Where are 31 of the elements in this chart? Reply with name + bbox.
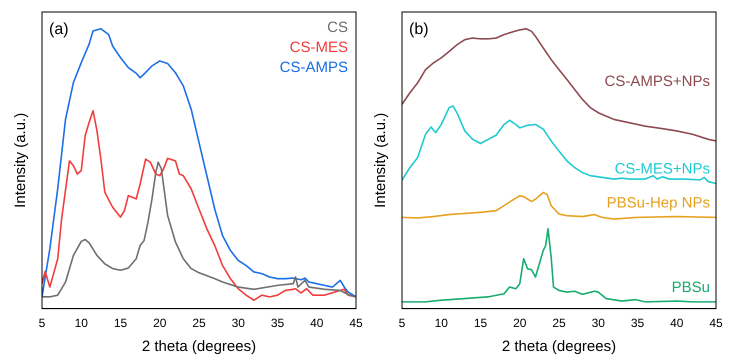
series-label: PBSu [672, 278, 710, 296]
x-tick-label: 5 [398, 316, 406, 330]
series-label: PBSu-Hep NPs [606, 194, 710, 212]
x-tick-label: 20 [513, 316, 527, 330]
x-tick-label: 15 [114, 316, 128, 330]
x-axis-title: 2 theta (degrees) [142, 338, 256, 356]
x-tick-label: 40 [670, 316, 684, 330]
x-tick-label: 40 [310, 316, 324, 330]
x-tick-label: 45 [709, 316, 723, 330]
x-tick-label: 10 [74, 316, 88, 330]
x-tick-label: 5 [38, 316, 46, 330]
x-tick-label: 25 [552, 316, 566, 330]
text: CS-MES [290, 39, 348, 56]
text: CS [327, 19, 348, 36]
y-axis-title: Intensity (a.u.) [12, 112, 30, 208]
x-tick-label: 20 [153, 316, 167, 330]
x-tick-label: 10 [434, 316, 448, 330]
x-tick-label: 35 [630, 316, 644, 330]
x-tick-label: 35 [270, 316, 284, 330]
y-axis-title: Intensity (a.u.) [372, 112, 390, 208]
x-tick-label: 15 [474, 316, 488, 330]
x-tick-label: 30 [232, 316, 246, 330]
series-label: CS-MES+NPs [614, 160, 710, 178]
x-axis-title: 2 theta (degrees) [502, 338, 616, 356]
series-label: CS-AMPS+NPs [604, 72, 710, 90]
text: CS-AMPS [280, 59, 348, 76]
x-tick-label: 30 [592, 316, 606, 330]
chart-title: (a) [49, 21, 69, 38]
chart-title: (b) [409, 21, 429, 38]
x-tick-label: 25 [192, 316, 206, 330]
x-tick-label: 45 [349, 316, 363, 330]
